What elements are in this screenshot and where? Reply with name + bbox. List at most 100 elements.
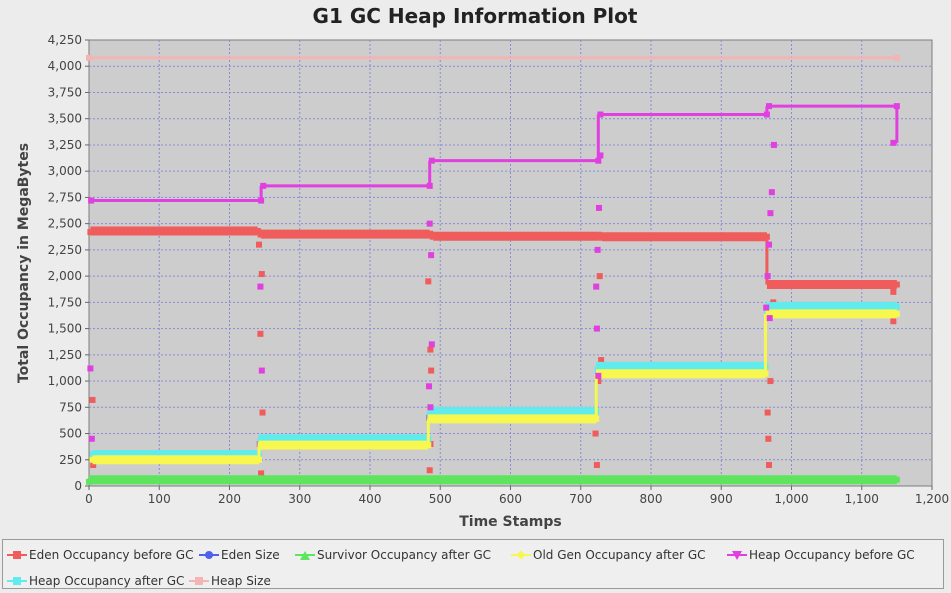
data-point <box>89 456 96 463</box>
data-point <box>770 141 777 148</box>
data-point <box>596 204 603 211</box>
data-point <box>90 462 97 469</box>
x-tick-label: 700 <box>569 492 592 506</box>
legend-label: Old Gen Occupancy after GC <box>533 548 706 562</box>
data-point <box>258 367 265 374</box>
legend-swatch <box>189 575 209 587</box>
x-tick-label: 300 <box>288 492 311 506</box>
data-point <box>258 230 265 237</box>
x-tick-label: 600 <box>499 492 522 506</box>
x-tick-label: 500 <box>429 492 452 506</box>
legend-label: Heap Occupancy before GC <box>749 548 915 562</box>
legend-swatch <box>727 549 747 561</box>
data-point <box>258 470 265 477</box>
legend-item: Eden Occupancy before GC <box>7 546 193 564</box>
legend-swatch <box>511 549 531 561</box>
y-axis-ticks: 0 250 500 750 1,000 1,250 1,500 1,750 2,000 2,250… <box>48 33 89 493</box>
x-tick-label: 1,000 <box>774 492 808 506</box>
data-point <box>596 273 603 280</box>
data-point <box>762 370 769 377</box>
data-point <box>425 442 432 449</box>
legend-item: Eden Size <box>199 546 280 564</box>
legend-swatch <box>7 575 27 587</box>
y-tick-label: 1,250 <box>48 348 82 362</box>
data-point <box>428 252 435 259</box>
data-point <box>598 233 605 240</box>
data-point <box>770 281 777 288</box>
data-point <box>428 157 435 164</box>
legend-swatch <box>295 549 315 561</box>
data-point <box>428 341 435 348</box>
y-tick-label: 0 <box>74 479 82 493</box>
data-point <box>768 303 775 310</box>
data-point <box>87 365 94 372</box>
data-point <box>592 430 599 437</box>
data-point <box>89 396 96 403</box>
y-tick-label: 3,250 <box>48 138 82 152</box>
data-point <box>428 408 435 415</box>
data-point <box>427 404 434 411</box>
data-point <box>893 303 900 310</box>
data-point <box>87 229 94 236</box>
data-point <box>766 241 773 248</box>
data-point <box>893 103 900 110</box>
data-point <box>893 310 900 317</box>
data-point <box>257 283 264 290</box>
data-point <box>890 288 897 295</box>
data-point <box>86 54 92 61</box>
data-point <box>595 157 602 164</box>
data-point <box>86 478 92 485</box>
y-tick-label: 4,250 <box>48 33 82 47</box>
data-point <box>430 232 437 239</box>
data-point <box>254 227 261 234</box>
data-point <box>256 456 263 463</box>
x-axis-ticks: 0 100 200 300 400 500 600 700 800 900 1,000 1,100 1,… <box>85 486 949 506</box>
data-point <box>428 367 435 374</box>
series-survivor-occupancy-after-gc <box>86 475 900 485</box>
data-point <box>595 378 602 385</box>
x-tick-label: 100 <box>148 492 171 506</box>
data-point <box>426 182 433 189</box>
legend-label: Eden Occupancy before GC <box>29 548 194 562</box>
data-point <box>767 378 774 385</box>
data-point <box>426 467 433 474</box>
y-tick-label: 2,000 <box>48 269 82 283</box>
data-point <box>426 231 433 238</box>
legend-label: Heap Occupancy after GC <box>29 574 185 588</box>
chart-canvas: G1 GC Heap Information Plot 0 100 200 300 40… <box>16 4 950 530</box>
data-point <box>595 372 602 379</box>
data-point <box>598 357 605 364</box>
legend-swatch <box>199 549 219 561</box>
y-tick-label: 2,750 <box>48 190 82 204</box>
y-tick-label: 2,500 <box>48 217 82 231</box>
data-point <box>428 415 435 422</box>
data-point <box>893 54 900 61</box>
y-axis-label: Total Occupancy in MegaBytes <box>16 143 32 383</box>
legend-label: Eden Size <box>221 548 280 562</box>
data-point <box>763 304 770 311</box>
data-point <box>88 435 95 442</box>
legend-item: Heap Occupancy after GC <box>7 572 184 590</box>
data-point <box>426 220 433 227</box>
legend-label: Heap Size <box>211 574 271 588</box>
data-point <box>893 476 900 483</box>
data-point <box>593 283 600 290</box>
x-tick-label: 400 <box>359 492 382 506</box>
legend-label: Survivor Occupancy after GC <box>317 548 491 562</box>
legend-item: Heap Occupancy before GC <box>727 546 915 564</box>
data-point <box>764 409 771 416</box>
data-point <box>766 315 773 322</box>
data-point <box>763 111 770 118</box>
y-tick-label: 3,000 <box>48 164 82 178</box>
data-point <box>258 271 265 278</box>
data-point <box>259 409 266 416</box>
data-point <box>425 278 432 285</box>
x-tick-label: 900 <box>710 492 733 506</box>
y-tick-label: 1,750 <box>48 295 82 309</box>
data-point <box>764 273 771 280</box>
data-point <box>594 246 601 253</box>
data-point <box>766 103 773 110</box>
y-tick-label: 3,750 <box>48 85 82 99</box>
x-axis-label: Time Stamps <box>459 514 561 530</box>
